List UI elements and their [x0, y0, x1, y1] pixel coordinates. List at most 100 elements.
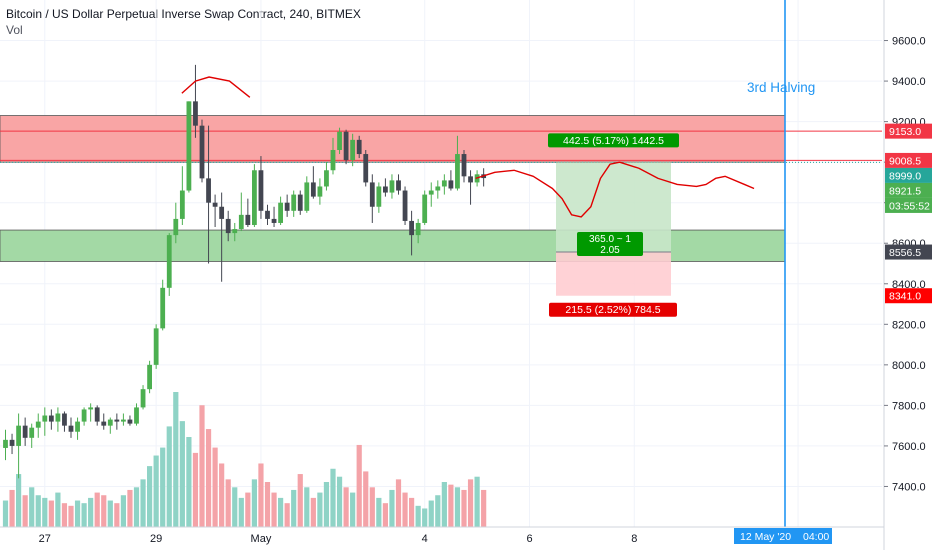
y-tick-label: 7600.0: [892, 441, 926, 453]
candle-body: [140, 389, 146, 408]
candle-body: [9, 439, 15, 446]
candle: [356, 135, 362, 159]
volume-bar: [415, 505, 421, 527]
candle: [402, 186, 408, 225]
price-axis-label-text: 8999.0: [889, 170, 921, 182]
price-axis-label-bg: [885, 244, 932, 260]
volume-bar: [317, 492, 323, 527]
candle: [455, 135, 460, 191]
loss-zone: [556, 252, 671, 296]
volume-bar: [81, 503, 87, 527]
candle: [212, 194, 218, 228]
candle-body: [55, 413, 61, 422]
candle: [35, 413, 41, 438]
candle-body: [291, 194, 297, 211]
candle: [304, 176, 310, 213]
volume-bar: [101, 495, 107, 527]
candle: [396, 174, 401, 195]
candle: [153, 324, 159, 369]
candle: [278, 196, 283, 225]
candle: [297, 190, 303, 215]
candle: [186, 101, 192, 193]
volume-bar: [363, 471, 369, 527]
candle-body: [468, 176, 473, 183]
volume-bar: [147, 466, 153, 527]
y-tick-label: 8000.0: [892, 360, 926, 372]
volume-bar: [350, 492, 356, 527]
candle-body: [343, 131, 349, 161]
volume-bar: [336, 476, 343, 527]
candle: [383, 178, 388, 197]
candle: [415, 218, 421, 244]
candle-body: [35, 421, 41, 428]
candle: [232, 222, 238, 242]
volume-bar: [461, 489, 467, 527]
candle: [62, 411, 67, 432]
candle: [422, 190, 428, 225]
price-axis-label-bg: [885, 167, 932, 183]
volume-bar: [22, 495, 28, 527]
candle: [9, 433, 15, 455]
top-arc-drawing: [181, 76, 251, 98]
stop-label-text: 215.5 (2.52%) 784.5: [565, 304, 660, 316]
volume-bar: [402, 492, 408, 527]
candle-body: [107, 419, 113, 426]
candle-body: [396, 180, 401, 191]
candle-body: [88, 407, 94, 410]
price-axis-label-bg: [885, 152, 932, 168]
candle-body: [153, 328, 159, 365]
x-tick-label: 6: [526, 533, 532, 545]
candle-body: [350, 139, 356, 161]
volume-bar: [55, 492, 61, 527]
candle: [284, 194, 290, 217]
volume-bar: [225, 479, 231, 527]
candle: [337, 127, 342, 155]
candle: [252, 164, 257, 228]
candle: [428, 182, 434, 207]
price-axis-label-bg: [885, 288, 932, 304]
candle: [48, 409, 54, 430]
candle-body: [81, 409, 87, 422]
candle-body: [94, 407, 100, 422]
volume-bar: [409, 497, 415, 527]
candle-body: [29, 427, 35, 438]
volume-bar: [251, 479, 257, 527]
stop-label: 215.5 (2.52%) 784.5: [549, 302, 677, 317]
candle: [461, 149, 467, 183]
price-axis-label-text: 8341.0: [889, 291, 921, 303]
candle: [16, 413, 21, 479]
halving-text: 3rd Halving: [747, 80, 815, 95]
candle-body: [160, 287, 166, 329]
volume-bar: [35, 495, 41, 527]
price-axis-label: 8999.0: [885, 167, 932, 183]
price-axis-label: 9008.5: [885, 152, 932, 168]
volume-bar: [278, 497, 284, 527]
volume-bar: [133, 487, 140, 527]
volume-bar: [467, 479, 474, 527]
candle: [81, 407, 87, 426]
volume-bar: [448, 484, 454, 527]
candle: [121, 413, 126, 426]
candle: [134, 403, 139, 426]
candle: [265, 204, 270, 225]
candle-body: [310, 182, 316, 197]
volume-bar: [297, 474, 303, 527]
volume-bar: [474, 476, 480, 527]
candle-body: [422, 194, 428, 223]
price-axis-label-text: 03:55:52: [889, 200, 930, 212]
candle-body: [317, 186, 323, 197]
price-axis-label-text: 8921.5: [889, 185, 921, 197]
candle: [22, 417, 28, 446]
volume-bar: [304, 487, 310, 527]
volume-bar: [258, 463, 264, 527]
candle: [376, 182, 382, 213]
x-tick-label: May: [251, 533, 272, 545]
candle-body: [193, 101, 198, 126]
candle: [324, 162, 329, 191]
price-axis-label: 9153.0: [885, 123, 932, 139]
candle: [435, 180, 441, 199]
candle-body: [369, 182, 375, 207]
candle-body: [337, 131, 342, 150]
candle-body: [62, 413, 67, 426]
